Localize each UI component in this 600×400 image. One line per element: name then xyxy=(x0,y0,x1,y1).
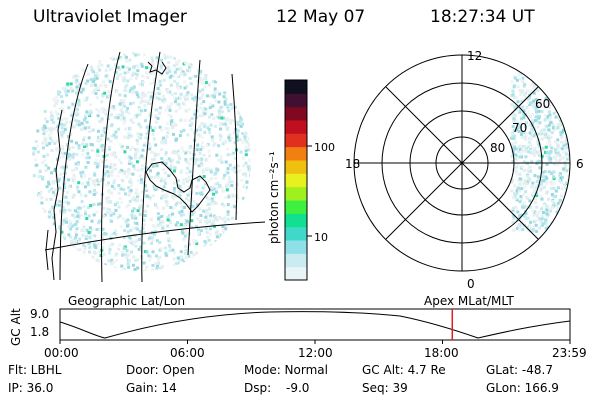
instrument-title: Ultraviolet Imager xyxy=(33,7,187,27)
mlt-label-0: 0 xyxy=(467,277,475,291)
xtick-0600: 06:00 xyxy=(170,346,205,360)
door-readout: Door: Open xyxy=(126,363,195,377)
alt-ylabel: GC Alt xyxy=(9,308,23,346)
filter-readout: Flt: LBHL xyxy=(8,363,62,377)
glat-readout: GLat: -48.7 xyxy=(486,363,553,377)
mode-readout: Mode: Normal xyxy=(244,363,328,377)
mlt-label-18: 18 xyxy=(345,157,360,171)
lon-grid-lines xyxy=(59,51,238,283)
gc-alt-readout: GC Alt: 4.7 Re xyxy=(362,363,446,377)
xtick-2359: 23:59 xyxy=(552,346,587,360)
colorbar-tick-100: 100 xyxy=(314,141,335,154)
lat-grid-line xyxy=(44,221,266,251)
geographic-image xyxy=(32,51,266,283)
xtick-1200: 12:00 xyxy=(298,346,333,360)
mlt-label-6: 6 xyxy=(576,157,584,171)
alt-ytick-1.8: 1.8 xyxy=(30,325,49,339)
coastlines xyxy=(45,61,211,281)
altitude-curve xyxy=(59,311,571,339)
apex-panel-label: Apex MLat/MLT xyxy=(424,294,514,308)
lat-label-80: 80 xyxy=(490,141,505,155)
alt-ytick-9: 9.0 xyxy=(30,307,49,321)
date-label: 12 May 07 xyxy=(276,7,366,27)
ip-readout: IP: 36.0 xyxy=(8,381,54,395)
gain-readout: Gain: 14 xyxy=(126,381,177,395)
colorbar-tick-10: 10 xyxy=(314,231,328,244)
mlt-label-12: 12 xyxy=(467,49,482,63)
lat-label-60: 60 xyxy=(535,97,550,111)
time-label: 18:27:34 UT xyxy=(430,7,535,27)
colorbar: 100 10 photon cm⁻²s⁻¹ xyxy=(267,79,335,281)
xtick-0000: 00:00 xyxy=(44,346,79,360)
dsp-value: -9.0 xyxy=(286,381,310,395)
colorbar-unit-label: photon cm⁻²s⁻¹ xyxy=(267,151,281,244)
geo-panel-label: Geographic Lat/Lon xyxy=(68,294,185,308)
polar-plot: 12 18 6 0 60 70 80 xyxy=(345,49,584,291)
dsp-label: Dsp: xyxy=(244,381,272,395)
altitude-plot: Geographic Lat/Lon Apex MLat/MLT 9.0 1.8… xyxy=(9,294,587,360)
lat-label-70: 70 xyxy=(512,121,527,135)
seq-readout: Seq: 39 xyxy=(362,381,408,395)
xtick-1800: 18:00 xyxy=(424,346,459,360)
glon-readout: GLon: 166.9 xyxy=(486,381,559,395)
